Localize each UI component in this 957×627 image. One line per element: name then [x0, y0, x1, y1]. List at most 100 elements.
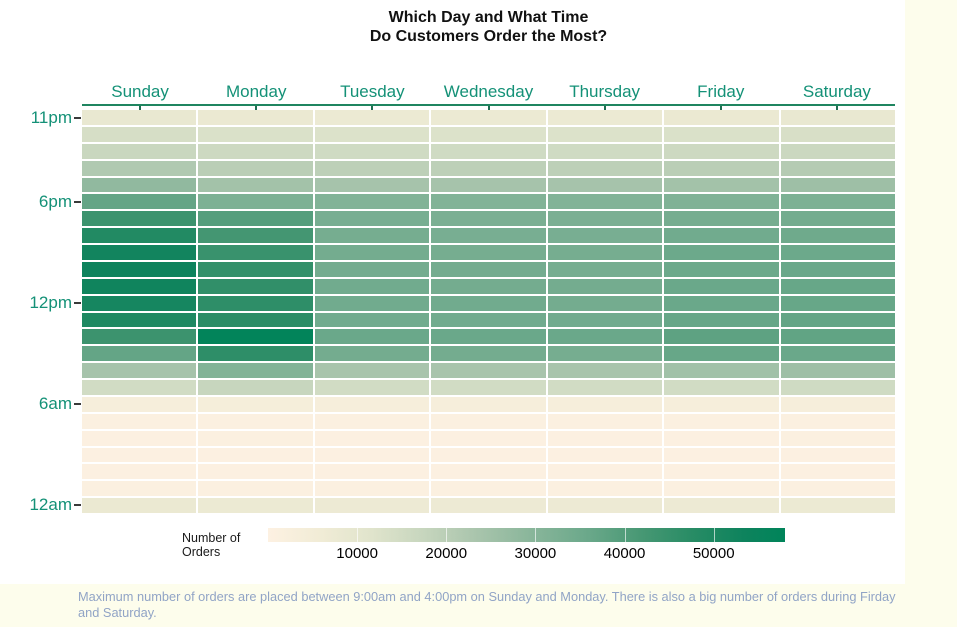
heatmap-cell — [431, 498, 546, 513]
heatmap-cell — [198, 447, 313, 463]
x-axis-tick — [835, 106, 838, 111]
heatmap-cell — [314, 329, 430, 345]
heatmap-cell — [780, 498, 895, 513]
chart-title-line1: Which Day and What Time — [388, 9, 589, 26]
heatmap-cell — [198, 430, 313, 446]
heatmap-cell — [547, 211, 663, 227]
heatmap-cell — [314, 363, 430, 378]
heatmap-cell — [198, 143, 313, 159]
x-axis-tick — [719, 106, 722, 111]
legend-tick-label: 50000 — [692, 545, 735, 562]
heatmap-cell — [198, 413, 313, 429]
x-axis-label-sunday: Sunday — [111, 82, 169, 101]
heatmap-cell — [431, 126, 546, 142]
heatmap-cell — [431, 211, 546, 227]
heatmap-cell — [780, 481, 895, 497]
heatmap-cell — [314, 380, 430, 395]
heatmap-cell — [431, 363, 546, 378]
heatmap-cell — [198, 346, 313, 362]
heatmap-cell — [547, 228, 663, 243]
y-axis-ticks — [74, 0, 82, 584]
heatmap-cell — [431, 447, 546, 463]
heatmap-cell — [198, 329, 313, 345]
heatmap-cell — [431, 194, 546, 210]
heatmap-cell — [198, 126, 313, 142]
x-axis-labels: Sunday Monday Tuesday Wednesday Thursday Frid… — [82, 82, 895, 103]
heatmap-cell — [198, 177, 313, 193]
heatmap-cell — [198, 295, 313, 311]
heatmap-cell — [547, 430, 663, 446]
heatmap-cell — [664, 312, 779, 328]
heatmap-cell — [664, 464, 779, 480]
x-axis-label-saturday: Saturday — [802, 82, 871, 101]
heatmap-cell — [547, 194, 663, 210]
heatmap-cell — [780, 430, 895, 446]
heatmap-cell — [664, 160, 779, 176]
heatmap-cell — [547, 126, 663, 142]
heatmap-cell — [198, 396, 313, 412]
heatmap-cell — [82, 211, 197, 227]
x-axis-tick — [371, 106, 374, 111]
heatmap-cell — [82, 396, 197, 412]
y-axis-label-6pm: 6pm — [38, 192, 72, 212]
y-axis-tick — [74, 117, 81, 120]
heatmap-cell — [431, 329, 546, 345]
heatmap-cell — [547, 278, 663, 294]
heatmap-cell — [547, 481, 663, 497]
heatmap-cell — [431, 143, 546, 159]
legend-title-line2: Orders — [182, 545, 221, 559]
heatmap-cell — [314, 110, 430, 125]
heatmap-cell — [780, 295, 895, 311]
legend-tick — [446, 528, 448, 542]
legend-tick — [357, 528, 359, 542]
heatmap-cell — [314, 430, 430, 446]
heatmap-cell — [82, 329, 197, 345]
heatmap-cell — [780, 245, 895, 260]
heatmap-cell — [547, 346, 663, 362]
heatmap-cell — [82, 160, 197, 176]
heatmap-cell — [547, 329, 663, 345]
heatmap-cell — [664, 346, 779, 362]
heatmap-cell — [547, 396, 663, 412]
heatmap-cell — [431, 380, 546, 395]
legend-tick-label: 20000 — [425, 545, 468, 562]
heatmap-cell — [198, 211, 313, 227]
heatmap-cell — [82, 143, 197, 159]
heatmap-cell — [780, 143, 895, 159]
heatmap-cell — [198, 110, 313, 125]
heatmap-cell — [431, 110, 546, 125]
y-axis-tick — [74, 302, 81, 305]
heatmap-cell — [431, 312, 546, 328]
heatmap-cell — [664, 177, 779, 193]
heatmap-cell — [82, 346, 197, 362]
heatmap-cell — [664, 278, 779, 294]
heatmap-cell — [82, 380, 197, 395]
legend-gradient-bar — [268, 528, 785, 542]
x-axis-label-monday: Monday — [225, 82, 287, 101]
heatmap-cell — [431, 261, 546, 277]
legend-tick — [624, 528, 626, 542]
heatmap-cell — [547, 143, 663, 159]
heatmap-cell — [780, 177, 895, 193]
heatmap-cell — [314, 498, 430, 513]
heatmap-cell — [780, 396, 895, 412]
y-axis-label-12am: 12am — [29, 494, 72, 514]
heatmap-cell — [82, 278, 197, 294]
y-axis-tick — [74, 201, 81, 204]
heatmap-cell — [780, 278, 895, 294]
y-axis-label-12pm: 12pm — [29, 293, 72, 313]
x-axis-label-thursday: Thursday — [569, 82, 641, 101]
heatmap-cell — [314, 396, 430, 412]
heatmap-cell — [664, 261, 779, 277]
heatmap-cell — [664, 245, 779, 260]
heatmap-cell — [314, 228, 430, 243]
chart-title-line2: Do Customers Order the Most? — [369, 28, 608, 45]
heatmap-cell — [547, 363, 663, 378]
heatmap-cell — [780, 126, 895, 142]
x-axis-line — [82, 104, 895, 106]
heatmap-cell — [82, 413, 197, 429]
heatmap-cell — [198, 261, 313, 277]
heatmap-cell — [664, 413, 779, 429]
heatmap-panel — [82, 110, 895, 513]
heatmap-cell — [82, 363, 197, 378]
